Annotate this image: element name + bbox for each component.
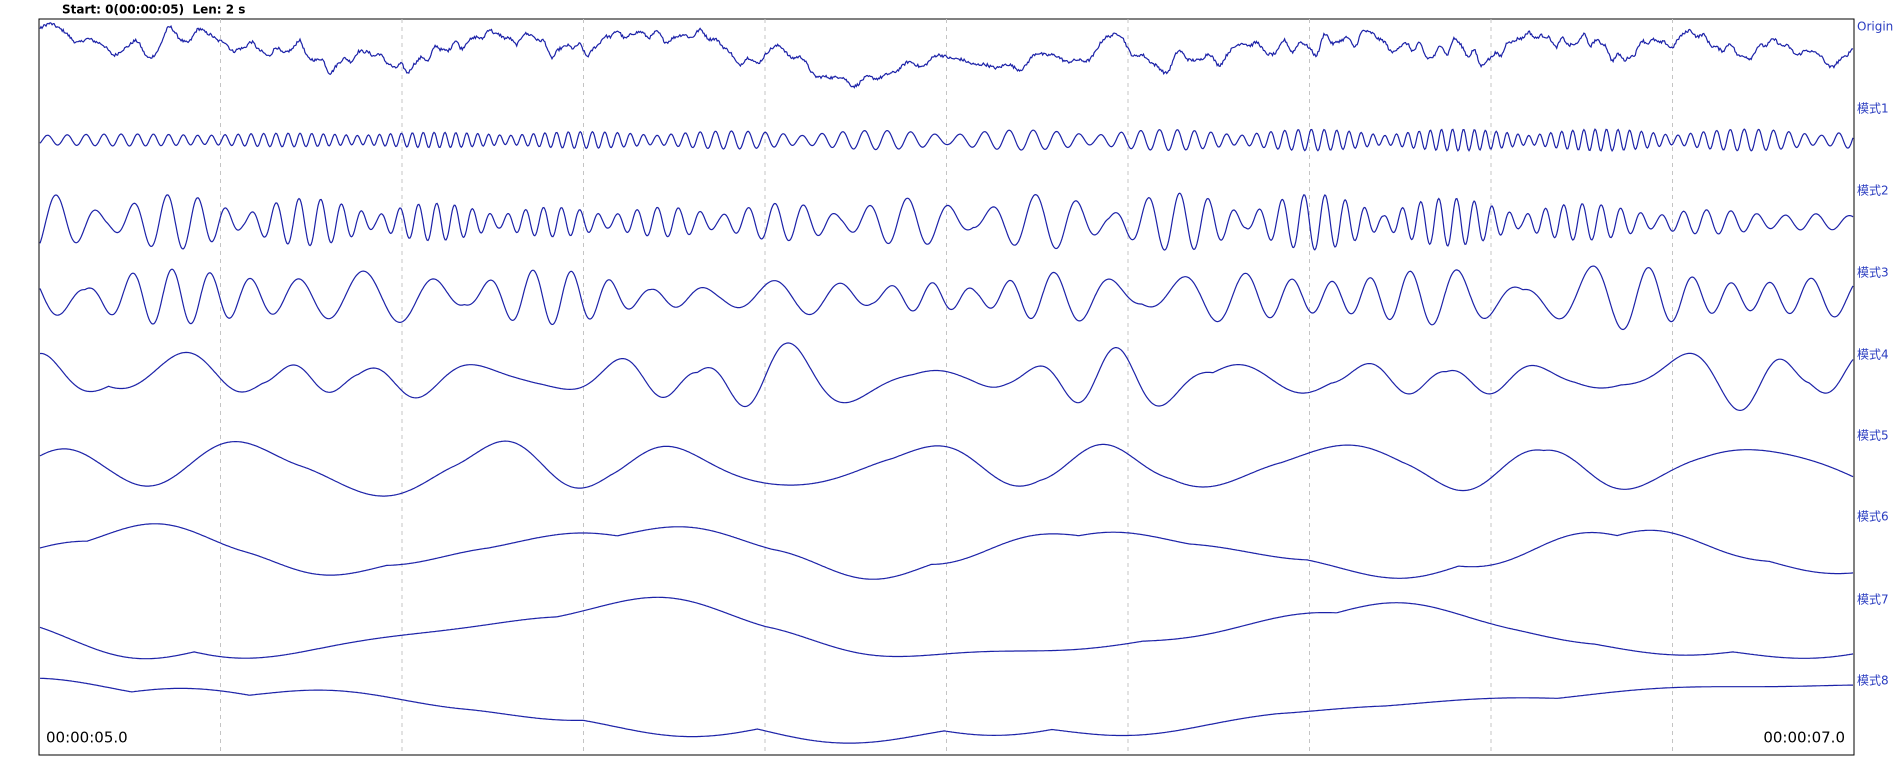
waveforms <box>39 21 1854 744</box>
channel-labels: Origin 模式1 模式2 模式3 模式4 模式5 模式6 模式7 模式8 <box>1857 20 1893 688</box>
channel-label: 模式4 <box>1857 348 1889 362</box>
channel-label: 模式6 <box>1857 510 1889 524</box>
channel-label: 模式5 <box>1857 429 1889 443</box>
waveform <box>39 440 1854 497</box>
waveform <box>39 21 1854 89</box>
status-text: Start: 0(00:00:05) Len: 2 s <box>62 3 245 17</box>
channel-label: Origin <box>1857 20 1893 34</box>
waveform <box>40 677 1853 744</box>
channel-label: 模式2 <box>1857 184 1889 198</box>
channel-label: 模式8 <box>1857 674 1889 688</box>
channel-label: 模式1 <box>1857 102 1889 116</box>
waveform <box>39 265 1854 331</box>
waveform <box>39 192 1854 251</box>
waveform <box>39 128 1854 152</box>
time-start: 00:00:05.0 <box>46 729 128 747</box>
time-end: 00:00:07.0 <box>1763 729 1845 747</box>
channel-label: 模式3 <box>1857 266 1889 280</box>
waveform <box>39 596 1854 660</box>
waveform <box>40 342 1854 412</box>
channel-label: 模式7 <box>1857 593 1889 607</box>
waveform <box>39 523 1854 580</box>
